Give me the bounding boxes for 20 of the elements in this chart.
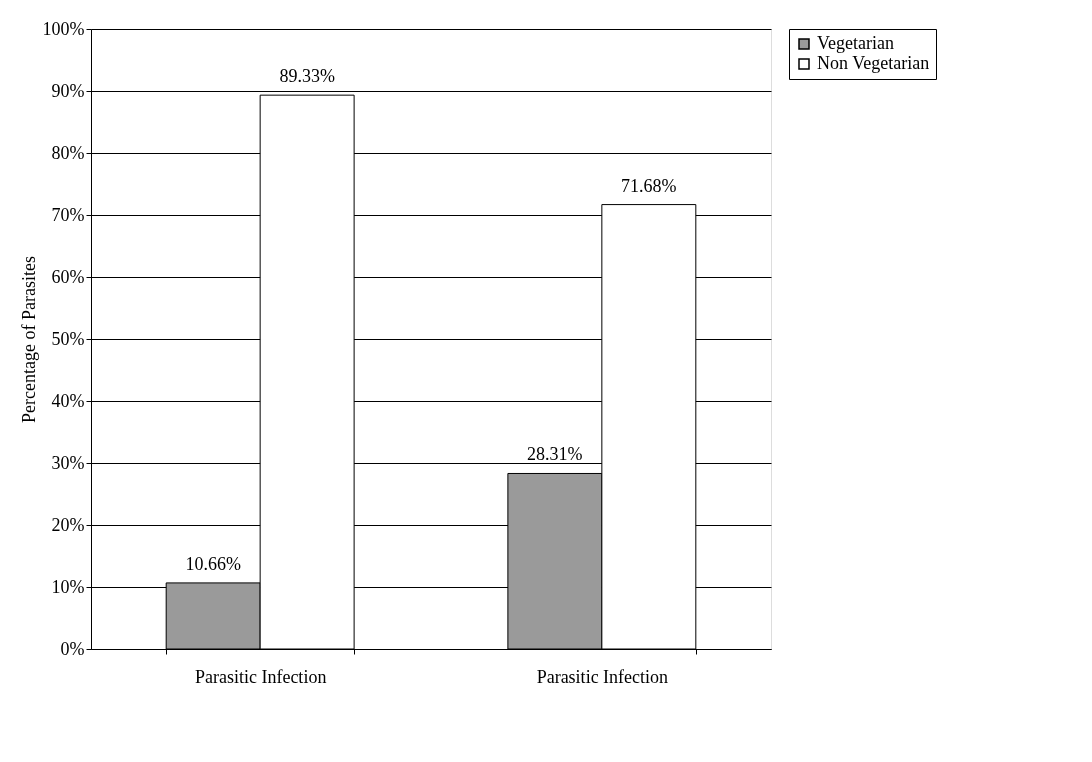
y-tick-label: 10% xyxy=(51,576,85,597)
data-label: 71.68% xyxy=(621,175,677,196)
data-label: 28.31% xyxy=(527,444,583,465)
data-label: 10.66% xyxy=(185,553,241,574)
y-tick-label: 40% xyxy=(51,390,85,411)
y-tick-label: 0% xyxy=(60,638,85,659)
y-axis-title: Percentage of Parasites xyxy=(18,256,39,423)
data-label: 89.33% xyxy=(279,66,335,87)
x-tick-label: Parasitic Infection xyxy=(536,666,669,687)
x-tick-label: Parasitic Infection xyxy=(194,666,327,687)
y-tick-label: 30% xyxy=(51,452,85,473)
legend-label: Non Vegetarian xyxy=(817,53,930,73)
y-tick-label: 60% xyxy=(51,266,85,287)
y-tick-label: 70% xyxy=(51,204,85,225)
y-tick-label: 80% xyxy=(51,142,85,163)
y-tick-label: 100% xyxy=(42,18,85,39)
y-tick-label: 90% xyxy=(51,80,85,101)
legend-label: Vegetarian xyxy=(817,33,894,53)
y-tick-label: 20% xyxy=(51,514,85,535)
y-tick-label: 50% xyxy=(51,328,85,349)
